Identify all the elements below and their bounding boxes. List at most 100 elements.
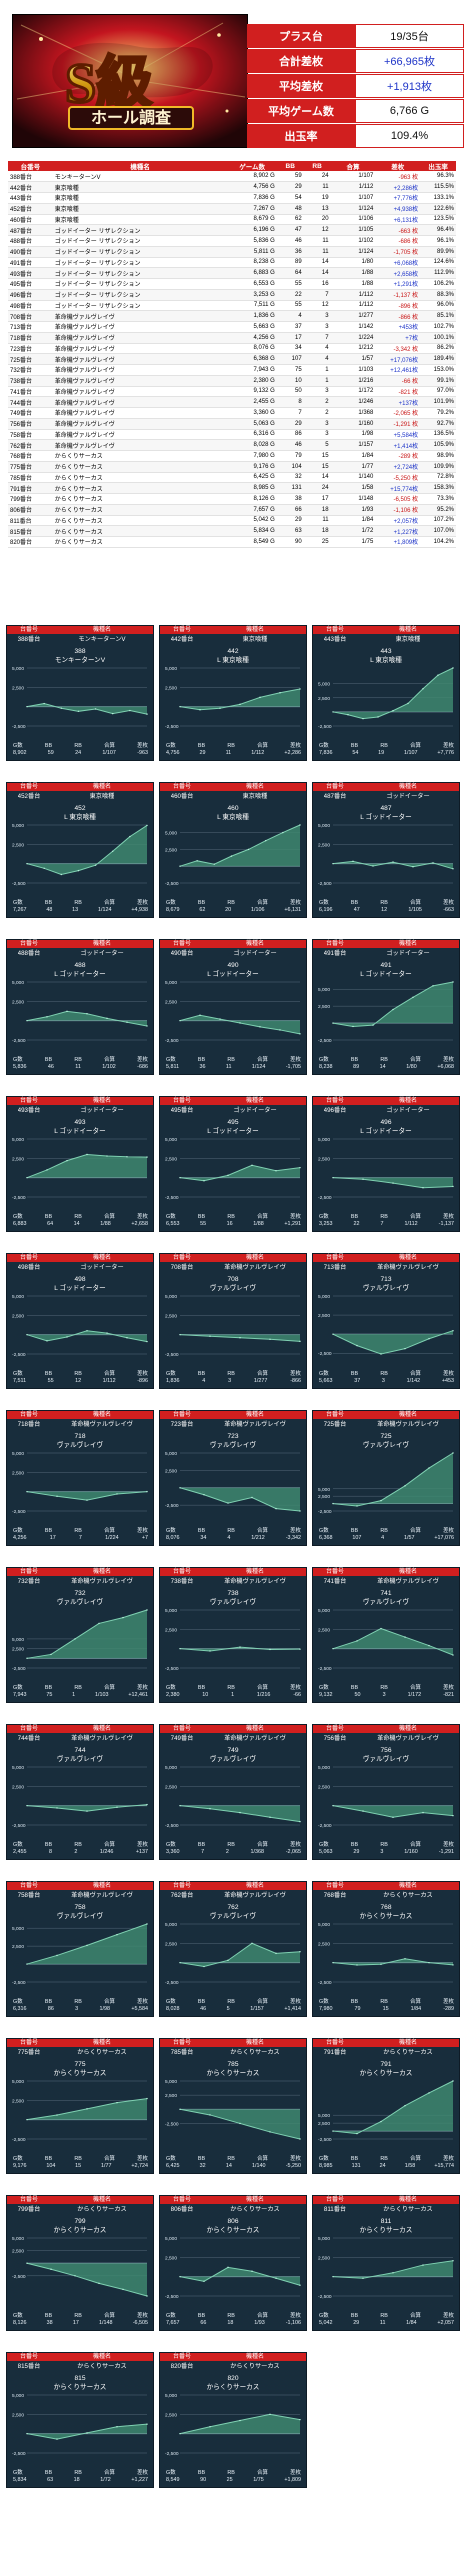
chart-point bbox=[146, 2295, 148, 2297]
machine-card: 台番号 815番台 機種名 からくりサーカス 815 からくりサーカス 5,00… bbox=[6, 2352, 154, 2488]
table-row: 815番台 からくりサーカス 5,834 G 63 18 1/72 +1,227枚 107.0… bbox=[8, 525, 456, 537]
card-number-label: 台番号 bbox=[160, 783, 204, 791]
card-machine-type: L 東京喰種 bbox=[217, 814, 249, 821]
chart-point bbox=[362, 1810, 364, 1812]
card-model-col: 機種名 革命機ヴァルヴレイヴ bbox=[51, 1568, 153, 1588]
card-machine-type: ヴァルヴレイヴ bbox=[362, 1285, 410, 1292]
stats-value-diff: -1,291 bbox=[438, 1848, 454, 1855]
card-number-value: 741番台 bbox=[323, 1578, 347, 1585]
card-machine-type: からくりサーカス bbox=[359, 2070, 413, 2077]
card-number-value: 775番台 bbox=[17, 2049, 41, 2056]
table-row: 791番台 からくりサーカス 8,985 G 131 24 1/58 +15,774枚 158… bbox=[8, 482, 456, 494]
hero-logo: S級 ホール調査 bbox=[12, 14, 248, 148]
table-header: ゲーム数 bbox=[227, 161, 277, 171]
chart-y-tick-label: 2,500 bbox=[318, 1784, 330, 1790]
stats-value-diff: -1,137 bbox=[438, 1220, 454, 1227]
stats-label-bb: BB bbox=[44, 2156, 53, 2162]
stats-value-bb: 90 bbox=[200, 2476, 207, 2483]
table-cell: 1/224 bbox=[330, 332, 376, 344]
machine-card: 台番号 713番台 機種名 革命機ヴァルヴレイヴ 713 ヴァルヴレイヴ 5,0… bbox=[312, 1253, 460, 1389]
chart-point bbox=[412, 996, 414, 999]
table-cell: 79 bbox=[276, 450, 304, 462]
summary-value: 19/35台 bbox=[355, 24, 464, 48]
card-number-col: 台番号 496番台 bbox=[313, 1097, 357, 1117]
summary-row: 合計差枚 +66,965枚 bbox=[247, 49, 464, 73]
table-cell: 1/80 bbox=[330, 257, 376, 269]
card-machine-number: 452 bbox=[74, 805, 86, 812]
chart-point bbox=[227, 1959, 229, 1962]
stats-label-ratio: 合算 bbox=[257, 900, 268, 906]
chart-point bbox=[77, 710, 80, 713]
stats-label-ratio: 合算 bbox=[104, 1842, 115, 1848]
chart-point bbox=[404, 2104, 406, 2107]
stats-value-ratio: 1/107 bbox=[403, 749, 418, 756]
stats-label-bb: BB bbox=[350, 1842, 359, 1848]
table-cell: 136.5% bbox=[420, 429, 456, 441]
table-cell-diff: -1,291 枚 bbox=[375, 418, 421, 430]
table-cell-diff: +1,227枚 bbox=[375, 525, 421, 537]
stats-value-bb: 36 bbox=[199, 1063, 206, 1070]
machine-card: 台番号 718番台 機種名 革命機ヴァルヴレイヴ 718 ヴァルヴレイヴ 5,0… bbox=[6, 1410, 154, 1546]
card-model-col: 機種名 東京喰種 bbox=[51, 783, 153, 803]
stats-value-ratio: 1/216 bbox=[256, 1691, 271, 1698]
card-model-value: 革命機ヴァルヴレイヴ bbox=[224, 1264, 286, 1271]
card-header: 台番号 388番台 機種名 モンキーターンV bbox=[7, 626, 153, 646]
table-cell: 55 bbox=[276, 278, 304, 290]
table-cell: 1/57 bbox=[330, 353, 376, 365]
chart-y-tick-label: 5,000 bbox=[165, 1451, 177, 1457]
stats-value-rb: 3 bbox=[380, 1848, 384, 1855]
stats-label-rb: RB bbox=[227, 1842, 235, 1848]
card-model-label: 機種名 bbox=[357, 1411, 459, 1419]
chart-point bbox=[332, 862, 334, 865]
table-cell: 488番台 bbox=[8, 235, 53, 247]
stats-value-g: 2,455 bbox=[13, 1848, 27, 1855]
stats-value-g: 8,238 bbox=[319, 1063, 333, 1070]
table-cell: 24 bbox=[303, 171, 331, 183]
stats-value-rb: 13 bbox=[72, 906, 79, 913]
chart-y-tick-label: 2,500 bbox=[318, 2255, 330, 2261]
table-cell: 107.2% bbox=[420, 515, 456, 527]
chart-y-tick-label: 2,500 bbox=[165, 1627, 177, 1633]
card-stats: G数 BB RB 合算 差枚 8,076 34 4 1/212 -3,342 bbox=[166, 1528, 301, 1541]
chart-point bbox=[422, 1187, 424, 1189]
card-header: 台番号 758番台 機種名 革命機ヴァルヴレイヴ bbox=[7, 1882, 153, 1902]
card-stats-labels: G数 BB RB 合算 差枚 bbox=[166, 1214, 301, 1221]
card-model-label: 機種名 bbox=[357, 940, 459, 948]
card-number-label: 台番号 bbox=[7, 940, 51, 948]
stats-value-bb: 55 bbox=[200, 1220, 207, 1227]
stats-label-bb: BB bbox=[44, 2313, 53, 2319]
chart-y-tick-label: 5,000 bbox=[165, 1608, 177, 1614]
stats-value-g: 7,267 bbox=[13, 906, 27, 913]
chart-area bbox=[333, 2081, 453, 2134]
table-cell: 75 bbox=[276, 364, 304, 376]
table-row: 493番台 ゴッドイーター リザレクション 6,883 G 64 14 1/88 +2,65… bbox=[8, 267, 456, 279]
chart-y-tick-label: -2,500 bbox=[12, 1195, 26, 1201]
table-cell-model: 革命機ヴァルヴレイヴ bbox=[52, 439, 228, 451]
card-model-col: 機種名 からくりサーカス bbox=[357, 1882, 459, 1902]
chart-point bbox=[452, 2260, 454, 2262]
card-model-value: ゴッドイーター bbox=[386, 950, 430, 957]
stats-label-g: G数 bbox=[166, 743, 176, 749]
stats-label-ratio: 合算 bbox=[410, 1999, 421, 2005]
card-stats-labels: G数 BB RB 合算 差枚 bbox=[319, 2156, 454, 2163]
stats-value-bb: 104 bbox=[46, 2162, 56, 2169]
stats-label-g: G数 bbox=[319, 1057, 329, 1063]
table-cell: 487番台 bbox=[8, 224, 53, 236]
chart-point bbox=[203, 1180, 205, 1182]
stats-value-bb: 22 bbox=[353, 1220, 360, 1227]
stats-label-rb: RB bbox=[74, 743, 82, 749]
machine-card: 台番号 491番台 機種名 ゴッドイーター 491 L ゴッドイーター 5,00… bbox=[312, 939, 460, 1075]
chart-point bbox=[203, 2280, 205, 2283]
chart-area bbox=[180, 1334, 300, 1342]
table-cell: 7,980 G bbox=[227, 450, 277, 462]
card-number-label: 台番号 bbox=[313, 1725, 357, 1733]
stats-label-diff: 差枚 bbox=[137, 1685, 148, 1691]
card-model-col: 機種名 からくりサーカス bbox=[204, 2196, 306, 2216]
stats-label-diff: 差枚 bbox=[137, 1371, 148, 1377]
card-model-col: 機種名 革命機ヴァルヴレイヴ bbox=[357, 1568, 459, 1588]
chart-point bbox=[332, 1176, 334, 1179]
card-stats-values: 6,553 55 16 1/88 +1,291 bbox=[166, 1221, 301, 1228]
